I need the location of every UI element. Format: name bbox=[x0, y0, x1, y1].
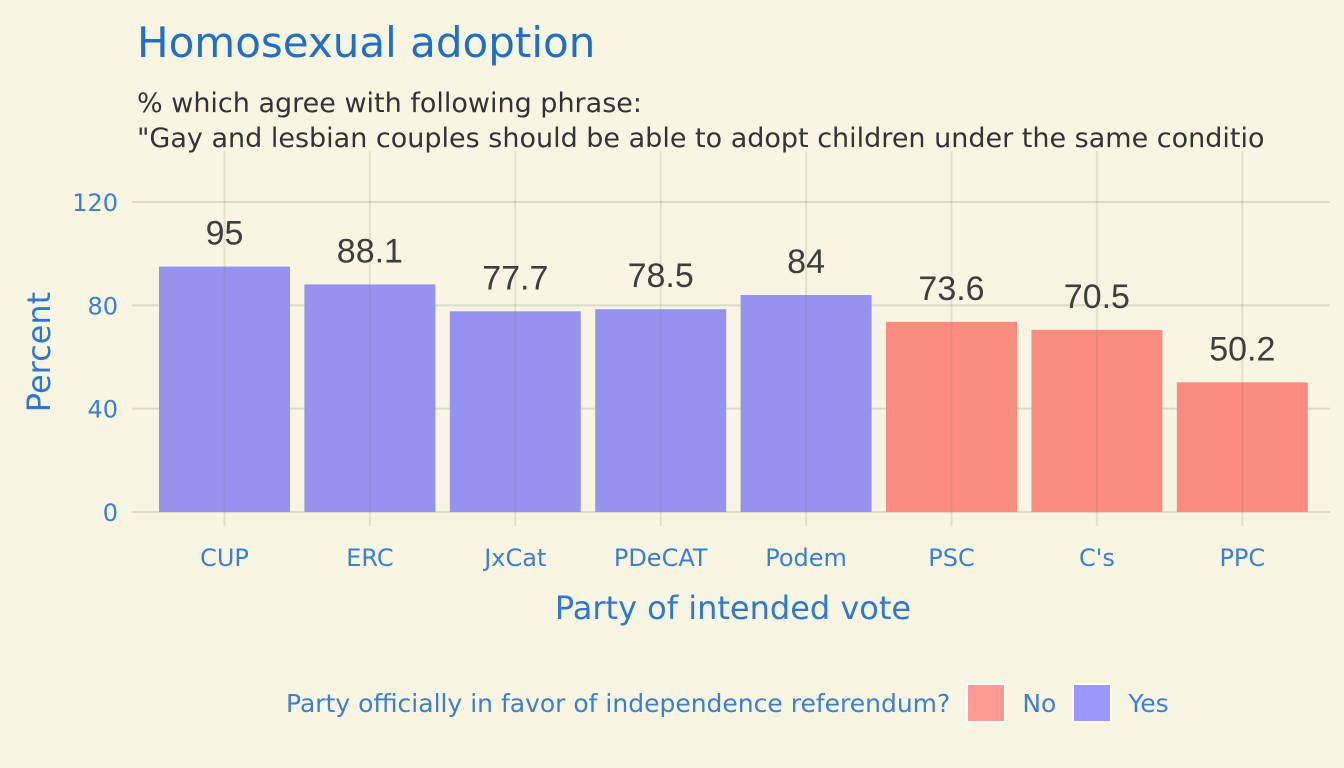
x-tick-label: Podem bbox=[765, 544, 847, 572]
y-tick-label: 120 bbox=[72, 189, 118, 217]
value-label: 73.6 bbox=[918, 270, 984, 308]
bar-erc bbox=[304, 284, 436, 512]
legend-key-no bbox=[966, 683, 1007, 723]
bar-cs bbox=[1031, 329, 1163, 512]
y-axis-ticks: 0 40 80 120 bbox=[72, 189, 118, 527]
subtitle-line-1: % which agree with following phrase: bbox=[137, 88, 642, 119]
legend-key-yes bbox=[1072, 683, 1113, 723]
value-label: 77.7 bbox=[482, 259, 548, 297]
bar-psc bbox=[886, 321, 1017, 512]
bar-cup bbox=[159, 266, 290, 512]
x-tick-label: PSC bbox=[928, 544, 974, 572]
x-tick-label: PPC bbox=[1219, 544, 1265, 572]
legend-title: Party officially in favor of independenc… bbox=[286, 688, 951, 718]
x-tick-label: C's bbox=[1079, 544, 1115, 572]
x-axis-label: Party of intended vote bbox=[555, 589, 911, 627]
value-label: 88.1 bbox=[337, 232, 403, 270]
x-tick-label: JxCat bbox=[482, 544, 546, 572]
bar-jxcat bbox=[449, 311, 581, 512]
value-label: 95 bbox=[206, 215, 244, 253]
chart-title: Homosexual adoption bbox=[137, 18, 596, 67]
value-labels: 95 88.1 77.7 78.5 84 73.6 70.5 50.2 bbox=[206, 215, 1276, 369]
chart-subtitle: % which agree with following phrase: "Ga… bbox=[137, 86, 1344, 156]
y-tick-label: 0 bbox=[103, 499, 118, 527]
bar-pdecat bbox=[595, 309, 727, 512]
value-label: 78.5 bbox=[628, 257, 694, 295]
y-axis-label: Percent bbox=[20, 292, 58, 412]
x-axis-ticks: CUP ERC JxCat PDeCAT Podem PSC C's PPC bbox=[200, 544, 1265, 572]
legend-label-yes: Yes bbox=[1128, 688, 1169, 718]
legend-label-no: No bbox=[1022, 688, 1057, 718]
y-tick-label: 40 bbox=[87, 396, 118, 424]
y-tick-label: 80 bbox=[87, 292, 118, 320]
value-label: 84 bbox=[787, 243, 825, 281]
bar-chart: 95 88.1 77.7 78.5 84 73.6 70.5 50.2 0 40 80 120 CU… bbox=[20, 151, 1330, 627]
value-label: 70.5 bbox=[1064, 278, 1130, 316]
bars bbox=[159, 266, 1308, 512]
legend: Party officially in favor of independenc… bbox=[286, 680, 1185, 726]
bar-ppc bbox=[1176, 382, 1308, 512]
subtitle-line-2: "Gay and lesbian couples should be able … bbox=[137, 123, 1265, 154]
value-label: 50.2 bbox=[1209, 330, 1275, 368]
bar-podem bbox=[740, 295, 872, 512]
x-tick-label: PDeCAT bbox=[614, 544, 708, 572]
vertical-grid-lines bbox=[223, 151, 1244, 526]
x-tick-label: ERC bbox=[346, 544, 393, 572]
x-tick-label: CUP bbox=[200, 544, 249, 572]
